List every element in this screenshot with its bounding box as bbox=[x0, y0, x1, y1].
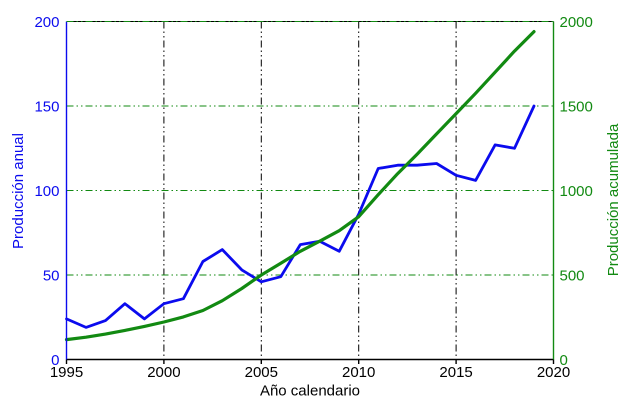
right-y-tick-label-500: 500 bbox=[560, 267, 585, 284]
x-tick-label-2020: 2020 bbox=[537, 364, 570, 381]
x-axis-title: Año calendario bbox=[260, 383, 360, 400]
left-y-tick-label-150: 150 bbox=[34, 98, 59, 115]
horizontal-gridlines bbox=[66, 105, 554, 276]
left-y-tick-label-100: 100 bbox=[34, 183, 59, 200]
right-y-tick-label-0: 0 bbox=[560, 352, 568, 369]
left-y-tick-label-0: 0 bbox=[51, 352, 59, 369]
x-tick-label-2015: 2015 bbox=[439, 364, 472, 381]
x-tick-label-1995: 1995 bbox=[50, 364, 83, 381]
cumulative-production-line bbox=[64, 30, 536, 342]
x-tick-label-2010: 2010 bbox=[342, 364, 375, 381]
x-tick-label-2000: 2000 bbox=[147, 364, 180, 381]
right-y-tick-label-2000: 2000 bbox=[560, 14, 593, 31]
axes-spines bbox=[65, 21, 555, 361]
axis-tick-labels: 1995 2000 2005 2010 2015 20200501001502000500… bbox=[34, 14, 592, 381]
data-series bbox=[64, 30, 536, 342]
right-y-tick-label-1500: 1500 bbox=[560, 98, 593, 115]
right-y-tick-label-1000: 1000 bbox=[560, 183, 593, 200]
right-y-axis-title: Producción acumulada bbox=[605, 123, 622, 276]
x-tick-label-2005: 2005 bbox=[245, 364, 278, 381]
annual-production-line bbox=[65, 104, 536, 329]
axis-ticks bbox=[65, 359, 555, 364]
left-y-tick-label-50: 50 bbox=[43, 267, 60, 284]
left-y-tick-label-200: 200 bbox=[34, 14, 59, 31]
left-y-axis-title: Producción anual bbox=[10, 133, 27, 249]
